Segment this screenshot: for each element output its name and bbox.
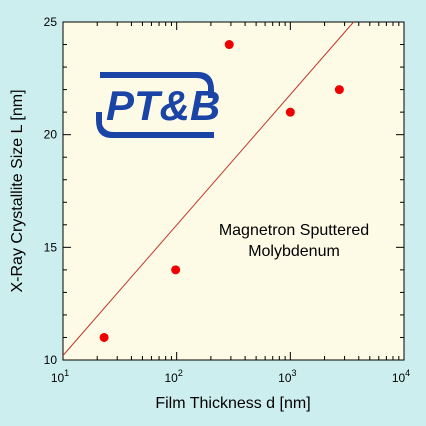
logo-text: PT&B [106,82,220,129]
data-point [334,85,344,95]
x-tick-labels: 101 102 103 104 [51,368,410,385]
annotation-line-2: Molybdenum [248,243,340,260]
data-point [171,265,181,275]
x-axis-title: Film Thickness d [nm] [155,395,310,412]
logo-arc-top [100,72,214,98]
y-tick-label: 10 [44,353,58,367]
x-tick-label: 102 [164,368,182,385]
x-tick-label: 101 [51,368,69,385]
data-point [99,332,109,342]
y-tick-labels: 10 15 20 25 [44,15,58,367]
fit-line [62,21,354,356]
logo-arc-bottom [96,112,214,138]
y-tick-label: 25 [44,15,58,29]
plot-area [62,21,405,361]
data-point [224,40,234,50]
annotation-line-1: Magnetron Sputtered [219,222,369,239]
y-tick-label: 20 [44,128,58,142]
y-tick-label: 15 [44,240,58,254]
axis-ticks [62,21,405,361]
x-tick-label: 103 [278,368,296,385]
data-points [99,40,344,342]
y-axis-title: X-Ray Crystallite Size L [nm] [9,89,26,292]
data-point [285,107,295,117]
ptb-logo: PT&B [96,72,220,138]
x-tick-label: 104 [392,368,410,385]
